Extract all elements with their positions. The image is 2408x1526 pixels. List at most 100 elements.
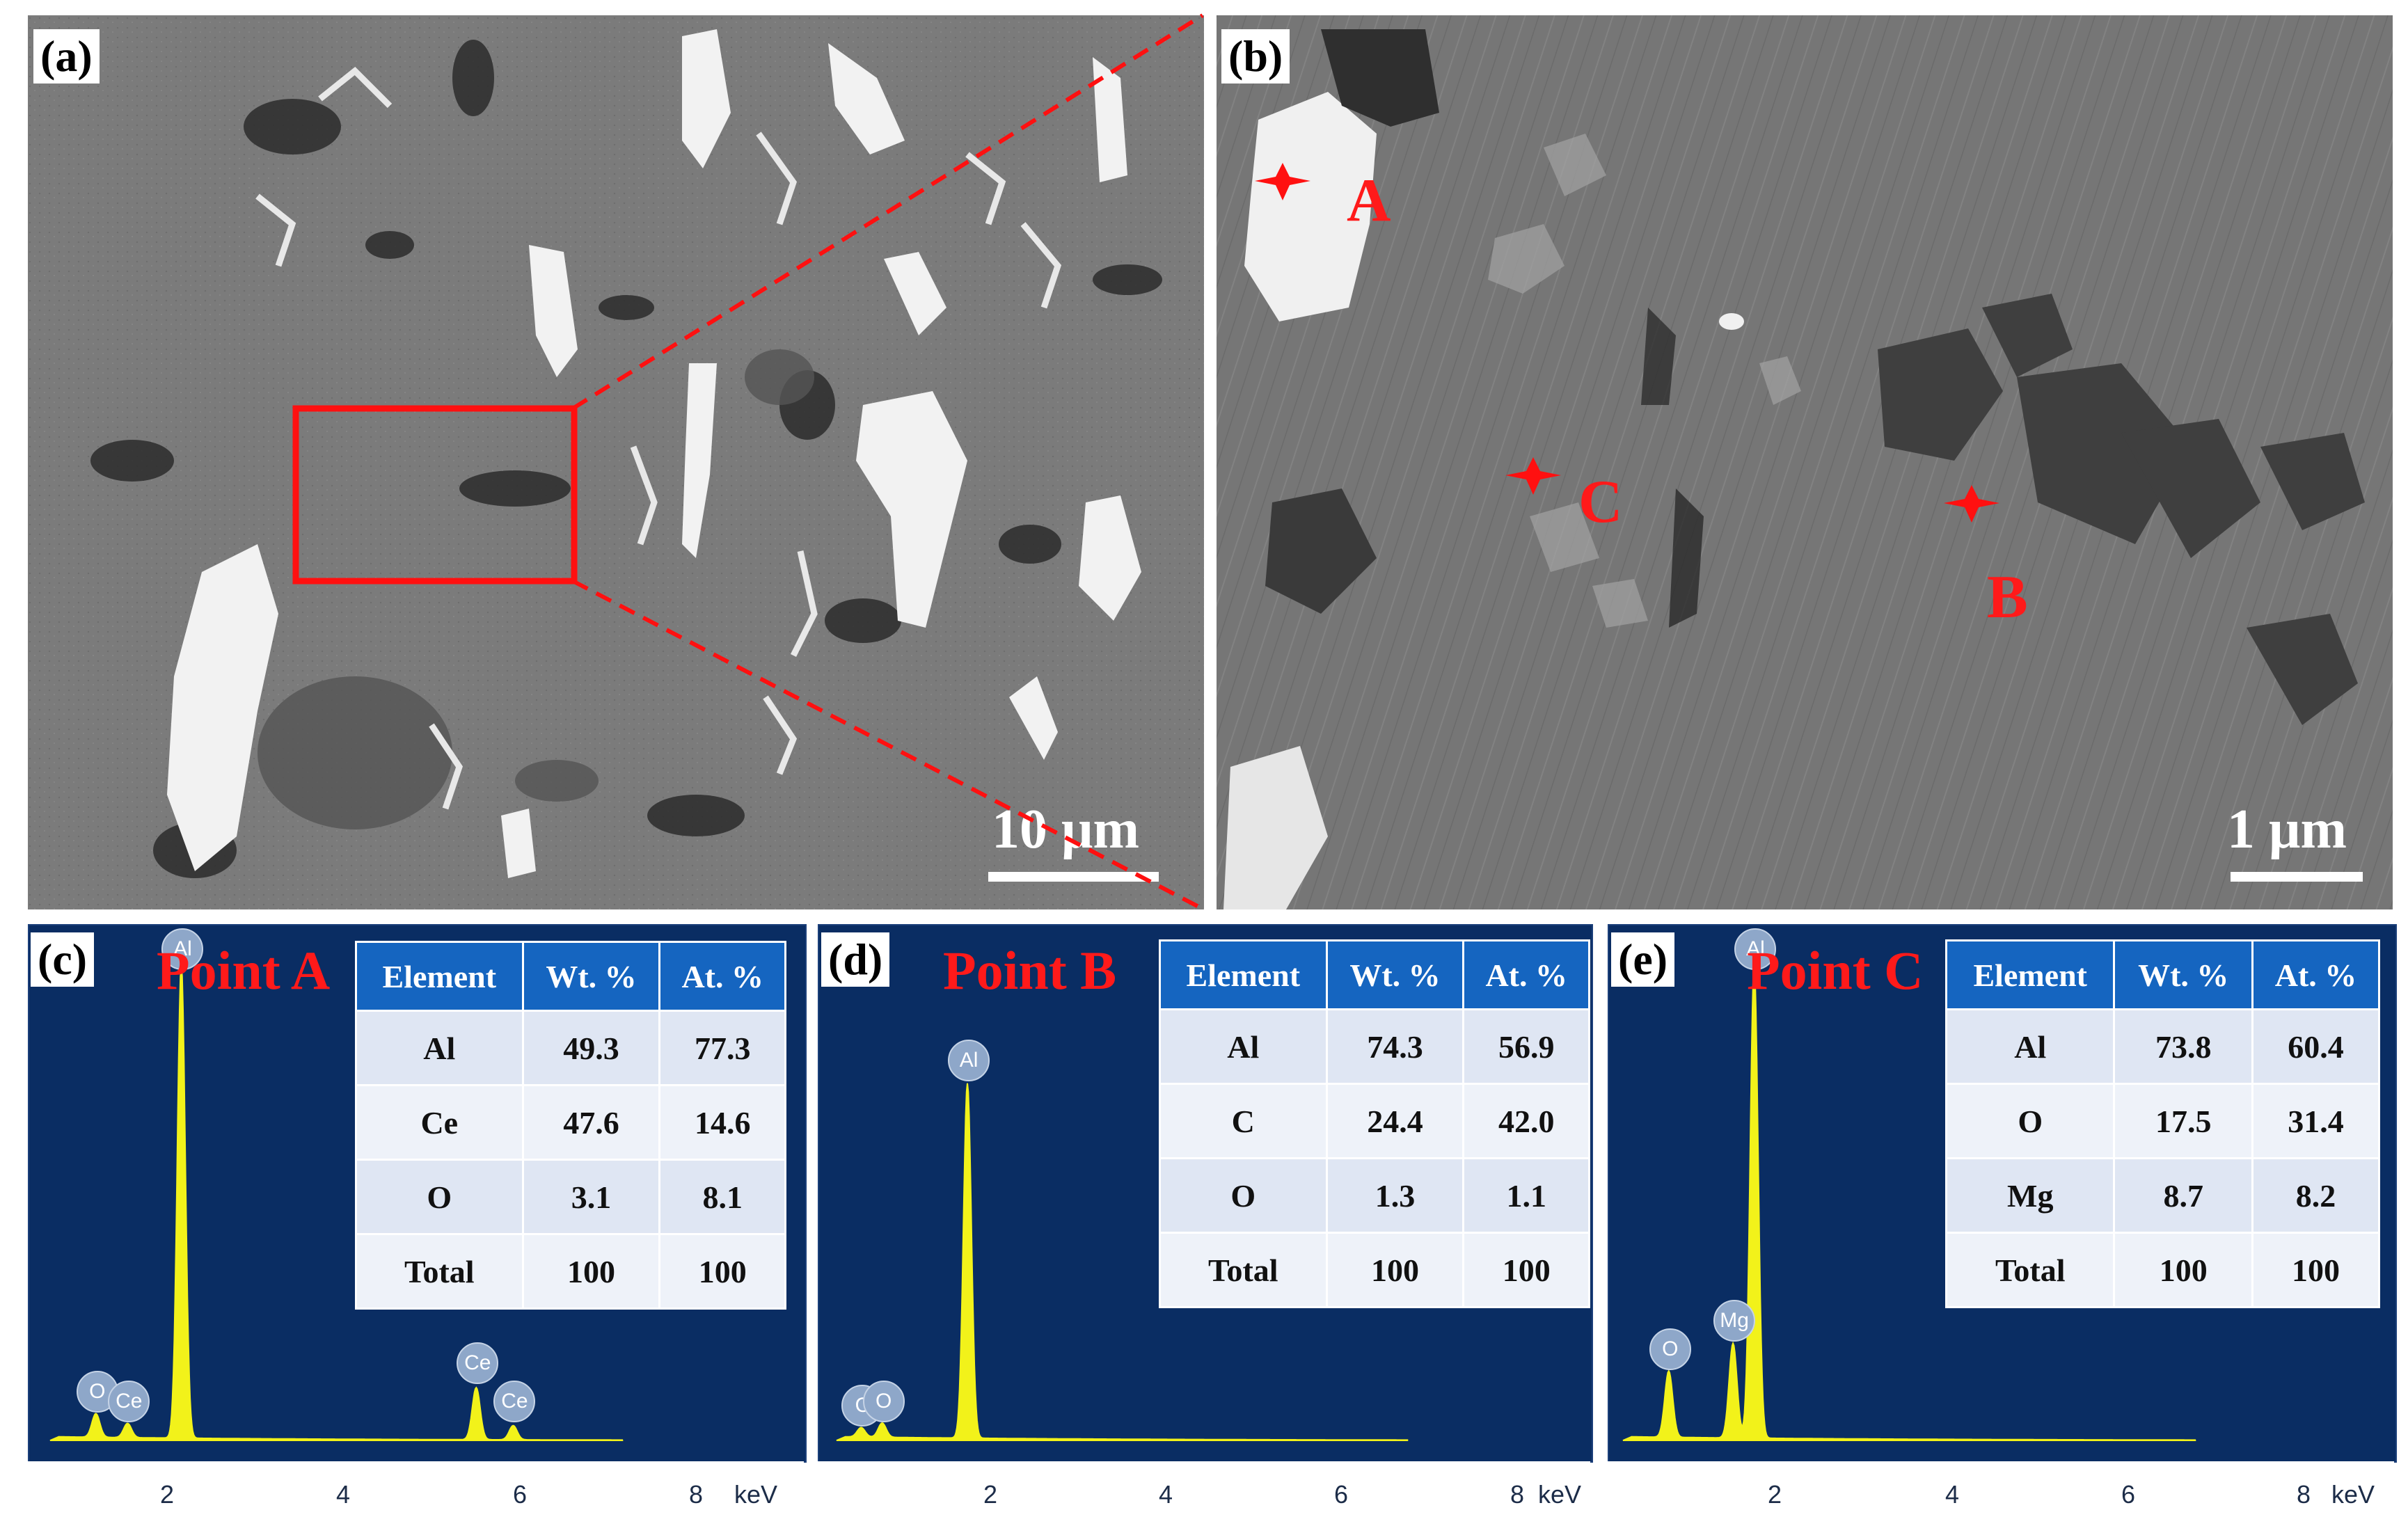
spectrum-c [49, 967, 624, 1441]
cell: Mg [1944, 1157, 2116, 1234]
table-row: O 3.1 8.1 [355, 1159, 786, 1235]
scale-bar-a [988, 872, 1159, 882]
cell: 77.3 [658, 1010, 786, 1086]
cell: 100 [1462, 1232, 1590, 1308]
sem-image-b [1217, 15, 2393, 909]
scale-bar-label-a: 10 μm [992, 799, 1139, 860]
composition-table-d: Element Wt. % At. % Al 74.3 56.9 C 24.4 42.0… [1159, 939, 1590, 1308]
table-row: O 17.5 31.4 [1944, 1083, 2380, 1159]
spectrum-e [1622, 967, 2196, 1441]
scale-bar-label-b: 1 μm [2227, 799, 2347, 860]
cell: Ce [355, 1084, 524, 1161]
tick-label: 4 [336, 1480, 351, 1509]
point-title-e: Point C [1747, 940, 1924, 1001]
cell: 17.5 [2113, 1083, 2253, 1159]
point-marker-a-label: A [1347, 167, 1391, 235]
peak-label-ce: Ce [457, 1342, 499, 1385]
panel-label-d: (d) [821, 932, 890, 987]
point-title-c: Point A [157, 940, 331, 1001]
sem-image-a [28, 15, 1204, 909]
sem-microstructure-a [28, 15, 1204, 909]
table-row: Al 74.3 56.9 [1159, 1008, 1590, 1085]
peak-label-o: O [1649, 1328, 1691, 1370]
column-header: Wt. % [521, 941, 661, 1012]
column-header: At. % [658, 941, 786, 1012]
cell: 8.7 [2113, 1157, 2253, 1234]
cell: 1.3 [1325, 1157, 1465, 1234]
composition-table-c: Element Wt. % At. % Al 49.3 77.3 Ce 47.6 14.… [355, 941, 786, 1310]
cell: C [1159, 1083, 1328, 1159]
composition-table-e: Element Wt. % At. % Al 73.8 60.4 O 17.5 31.4… [1944, 939, 2380, 1308]
table-row: Al 73.8 60.4 [1944, 1008, 2380, 1085]
cell: 8.1 [658, 1159, 786, 1235]
table-row: Mg 8.7 8.2 [1944, 1157, 2380, 1234]
column-header: Element [1159, 939, 1328, 1010]
cell: 31.4 [2251, 1083, 2380, 1159]
tick-label: 8 [2297, 1480, 2311, 1509]
column-header: Wt. % [1325, 939, 1465, 1010]
table-row: C 24.4 42.0 [1159, 1083, 1590, 1159]
peak-label-al: Al [1734, 928, 1777, 970]
spectrum-trace-c [49, 967, 624, 1441]
tick-label: 8 [1510, 1480, 1525, 1509]
cell: 100 [2113, 1232, 2253, 1308]
point-marker-c-label: C [1578, 468, 1623, 536]
cell: 42.0 [1462, 1083, 1590, 1159]
cell: 14.6 [658, 1084, 786, 1161]
table-row: Al 49.3 77.3 [355, 1010, 786, 1086]
cell: O [355, 1159, 524, 1235]
cell: 100 [658, 1233, 786, 1310]
tick-label: 4 [1159, 1480, 1173, 1509]
column-header: Element [355, 941, 524, 1012]
cell: Al [355, 1010, 524, 1086]
spectrum-trace-e [1622, 967, 2196, 1441]
energy-unit-label: keV [734, 1480, 778, 1509]
table-row: O 1.3 1.1 [1159, 1157, 1590, 1234]
tick-label: 6 [2121, 1480, 2136, 1509]
column-header: At. % [1462, 939, 1590, 1010]
table-row: Total 100 100 [1159, 1232, 1590, 1308]
tick-label: 2 [983, 1480, 998, 1509]
energy-unit-label: keV [1538, 1480, 1582, 1509]
cell: 1.1 [1462, 1157, 1590, 1234]
cell: Al [1159, 1008, 1328, 1085]
cell: 56.9 [1462, 1008, 1590, 1085]
peak-label-mg: Mg [1713, 1300, 1756, 1342]
column-header: Element [1944, 939, 2116, 1010]
table-row: Total 100 100 [1944, 1232, 2380, 1308]
cell: 100 [2251, 1232, 2380, 1308]
cell: Al [1944, 1008, 2116, 1085]
peak-label-o: O [862, 1380, 905, 1422]
cell: Total [1159, 1232, 1328, 1308]
panel-label-b: (b) [1221, 29, 1290, 84]
cell: 49.3 [521, 1010, 661, 1086]
tick-label: 8 [689, 1480, 704, 1509]
table-row: Ce 47.6 14.6 [355, 1084, 786, 1161]
tick-label: 6 [1334, 1480, 1349, 1509]
cell: 100 [1325, 1232, 1465, 1308]
cell: 73.8 [2113, 1008, 2253, 1085]
panel-label-c: (c) [31, 932, 95, 987]
panel-label-a: (a) [33, 29, 100, 84]
spectrum-d [836, 1083, 1409, 1441]
zoom-connector [571, 13, 1204, 911]
energy-axis-e: 2 4 6 8 keV [1608, 1461, 2394, 1526]
cell: 8.2 [2251, 1157, 2380, 1234]
point-title-d: Point B [943, 940, 1117, 1001]
peak-label-al: Al [948, 1040, 990, 1081]
energy-unit-label: keV [2331, 1480, 2375, 1509]
cell: O [1944, 1083, 2116, 1159]
peak-label-ce: Ce [108, 1380, 150, 1422]
cell: 74.3 [1325, 1008, 1465, 1085]
panel-label-e: (e) [1611, 932, 1675, 987]
tick-label: 4 [1945, 1480, 1960, 1509]
scale-bar-b [2231, 872, 2363, 882]
cell: 60.4 [2251, 1008, 2380, 1085]
tick-label: 2 [1768, 1480, 1782, 1509]
zoom-region-box [292, 405, 578, 585]
cell: Total [355, 1233, 524, 1310]
peak-label-ce: Ce [493, 1380, 536, 1422]
column-header: At. % [2251, 939, 2380, 1010]
peak-label-al: Al [161, 928, 204, 970]
tick-label: 2 [160, 1480, 175, 1509]
